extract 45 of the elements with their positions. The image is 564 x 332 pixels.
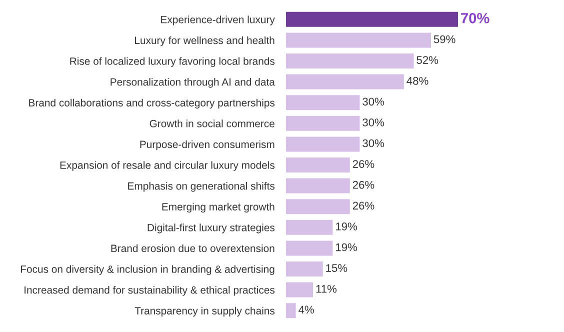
bar (286, 199, 350, 214)
data-label: 30% (362, 98, 384, 106)
y-tick-label: Emphasis on generational shifts (128, 182, 275, 192)
bar (286, 74, 404, 90)
bar (286, 303, 296, 318)
data-label: 19% (336, 222, 357, 230)
y-tick-label: Transparency in supply chains (134, 306, 275, 317)
bar (286, 240, 333, 256)
bar (286, 136, 360, 152)
y-tick-label: Luxury for wellness and health (135, 36, 274, 46)
data-label: 26% (352, 202, 374, 210)
bar (286, 12, 458, 27)
bar (286, 178, 350, 194)
y-tick-label: Emerging market growth (162, 202, 274, 213)
bar (286, 32, 431, 48)
data-label: 11% (316, 284, 337, 293)
y-tick-label: Brand erosion due to overextension (111, 244, 274, 252)
y-tick-label: Increased demand for sustainability & ethical practices (24, 286, 275, 296)
data-label: 30% (362, 118, 384, 126)
data-label: 30% (362, 139, 384, 148)
bar (286, 116, 360, 131)
data-label: 26% (352, 180, 374, 189)
bar (286, 158, 350, 172)
y-tick-label: Personalization through AI and data (110, 78, 275, 88)
data-label: 48% (406, 76, 428, 85)
data-label: 70% (461, 12, 490, 24)
y-tick-label: Rise of localized luxury favoring local brands (70, 57, 275, 67)
data-label: 59% (434, 35, 456, 44)
data-label: 19% (336, 243, 357, 252)
y-tick-label: Focus on diversity & inclusion in branding & advertising (20, 265, 274, 275)
bar (286, 220, 333, 235)
bar (286, 54, 414, 68)
data-label: 26% (352, 160, 374, 168)
y-tick-label: Purpose-driven consumerism (140, 140, 274, 150)
y-tick-label: Experience-driven luxury (161, 16, 275, 26)
bar (286, 282, 314, 298)
y-tick-label: Growth in social commerce (150, 120, 274, 128)
data-label: 52% (416, 56, 438, 64)
y-tick-label: Brand collaborations and cross-category partnerships (29, 98, 275, 109)
data-label: 4% (298, 306, 314, 314)
bar (286, 262, 323, 276)
y-tick-label: Expansion of resale and circular luxury models (60, 161, 275, 171)
bar (286, 95, 360, 110)
y-tick-label: Digital-first luxury strategies (148, 224, 275, 234)
data-label: 15% (326, 264, 348, 272)
